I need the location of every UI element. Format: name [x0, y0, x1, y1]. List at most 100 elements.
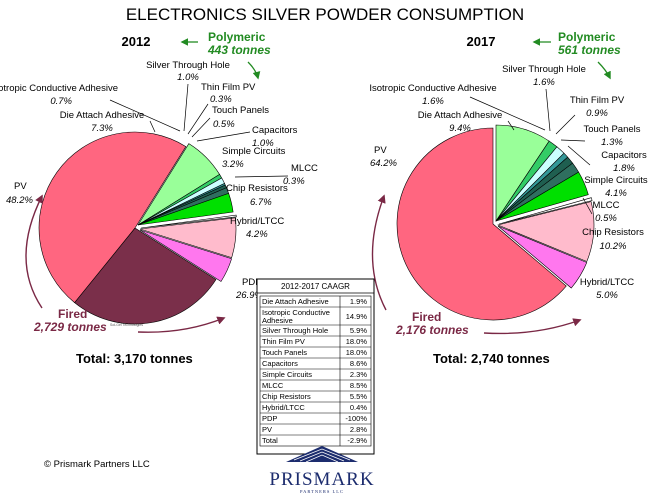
- caagr-table-grid: [259, 295, 372, 447]
- chart-title: ELECTRONICS SILVER POWDER CONSUMPTION: [126, 5, 524, 24]
- polymeric-amount-2012: 443 tonnes: [207, 43, 271, 57]
- slice-pct-2017-die-attach-adhesive: 9.4%: [449, 123, 471, 134]
- fired-arrow-right-2017: [483, 318, 582, 335]
- caagr-cell-name: Capacitors: [262, 359, 298, 368]
- caagr-row-total: Total -2.9%: [262, 436, 367, 445]
- slice-pct-2012-pdp: 26.9%: [235, 290, 263, 301]
- caagr-cell-name: MLCC: [262, 381, 284, 390]
- caagr-cell-value: 0.4%: [350, 403, 367, 412]
- slice-pct-2017-pv: 64.2%: [370, 158, 397, 169]
- slice-label-2017-silver-through-hole: Silver Through Hole: [502, 64, 586, 75]
- leader-line-2012-thin-film-pv: [187, 103, 209, 135]
- slice-pct-2012-silver-through-hole: 1.0%: [177, 72, 199, 83]
- logo-wordmark: PRISMARK: [269, 469, 374, 490]
- leader-line-2017-mlcc: [582, 197, 593, 215]
- pie-2017-labels: Die Attach Adhesive 9.4% Isotropic Conduct…: [369, 64, 648, 301]
- slice-label-2017-simple-circuits: Simple Circuits: [584, 175, 648, 186]
- pie-slice-2012-simple-circuits: [137, 192, 234, 226]
- pie-slice-2012-pv: [38, 131, 187, 304]
- slice-pct-2012-capacitors: 1.0%: [252, 138, 274, 149]
- caagr-row-die-attach-adhesive: Die Attach Adhesive 1.9%: [262, 297, 367, 306]
- fired-label-2012: Fired: [58, 307, 87, 321]
- leader-line-2012-mlcc: [234, 175, 289, 178]
- year-label-2017: 2017: [467, 34, 496, 49]
- caagr-cell-value: 8.6%: [350, 359, 367, 368]
- caagr-cell-name: PV: [262, 425, 272, 434]
- slice-label-2017-hybrid-ltcc: Hybrid/LTCC: [580, 277, 634, 288]
- slice-pct-2017-touch-panels: 1.3%: [601, 137, 623, 148]
- caagr-cell-name: Silver Through Hole: [262, 326, 328, 335]
- fired-arrow-right-2012: [137, 316, 226, 333]
- polymeric-arrow-down-2012: [247, 61, 261, 80]
- caagr-cell-name: Total: [262, 436, 278, 445]
- slice-label-2017-thin-film-pv: Thin Film PV: [570, 95, 625, 106]
- fired-label-2017: Fired: [412, 310, 441, 324]
- caagr-row-capacitors: Capacitors 8.6%: [262, 359, 367, 368]
- caagr-cell-value: 1.9%: [350, 297, 367, 306]
- caagr-cell-value: 2.8%: [350, 425, 367, 434]
- leader-line-2017-capacitors: [567, 145, 591, 166]
- slice-label-2017-chip-resistors: Chip Resistors: [582, 227, 644, 238]
- logo-subtext: PARTNERS LLC: [300, 489, 344, 494]
- fired-amount-2012: 2,729 tonnes: [33, 320, 107, 334]
- leader-line-2012-die-attach-adhesive: [149, 120, 156, 133]
- leader-line-2017-silver-through-hole: [545, 88, 551, 132]
- caagr-cell-value: 14.9%: [346, 312, 368, 321]
- slice-pct-2017-capacitors: 1.8%: [613, 163, 635, 174]
- slice-label-2012-touch-panels: Touch Panels: [212, 105, 269, 116]
- pie-slice-2012-chip-resistors: [139, 217, 237, 259]
- slice-pct-2012-simple-circuits: 3.2%: [222, 159, 244, 170]
- slice-pct-2012-chip-resistors: 6.7%: [250, 197, 272, 208]
- pie-2012: [38, 131, 237, 325]
- caagr-cell-value: 2.3%: [350, 370, 367, 379]
- caagr-cell-name-cont: Adhesive: [262, 316, 293, 325]
- slice-pct-2012-mlcc: 0.3%: [283, 176, 305, 187]
- slice-pct-2012-isotropic-conductive-adhesive: 0.7%: [50, 96, 72, 107]
- slice-pct-2012-hybrid-ltcc: 4.2%: [246, 229, 268, 240]
- caagr-cell-value: 5.9%: [350, 326, 367, 335]
- caagr-table: 2012-2017 CAAGR Die Attach Adhesive 1.9% Is…: [256, 278, 375, 455]
- slice-pct-2012-touch-panels: 0.5%: [213, 119, 235, 130]
- slice-label-2017-isotropic-conductive-adhesive: Isotropic Conductive Adhesive: [369, 83, 496, 94]
- pie-2012-labels: Die Attach Adhesive 7.3% Isotropic Conduct…: [0, 60, 318, 301]
- slice-pct-2017-silver-through-hole: 1.6%: [533, 77, 555, 88]
- leader-line-2012-touch-panels: [191, 117, 211, 138]
- leader-line-2012-capacitors: [196, 131, 251, 142]
- leader-line-2017-touch-panels: [560, 139, 586, 142]
- caagr-row-hybrid-ltcc: Hybrid/LTCC 0.4%: [262, 403, 367, 412]
- caagr-cell-name: Chip Resistors: [262, 392, 311, 401]
- logo-pyramid-icon: [286, 446, 358, 463]
- caagr-cell-name: Isotropic Conductive: [262, 308, 330, 317]
- polymeric-arrow-down-2017: [597, 61, 611, 80]
- slice-label-2017-die-attach-adhesive: Die Attach Adhesive: [418, 110, 503, 121]
- pie-2017: [396, 124, 595, 321]
- slice-label-2012-mlcc: MLCC: [291, 163, 318, 174]
- caagr-cell-name: PDP: [262, 414, 277, 423]
- leader-line-2017-isotropic-conductive-adhesive: [469, 96, 546, 131]
- caagr-row-pdp: PDP -100%: [262, 414, 367, 423]
- pie-slice-2017-pv: [396, 127, 567, 321]
- slice-label-2012-pv: PV: [14, 181, 27, 192]
- slice-label-2017-touch-panels: Touch Panels: [583, 124, 640, 135]
- chart-2012: 2012 Polymeric 443 tonnes Die Attach Adh…: [0, 30, 318, 366]
- slice-pct-2012-pv: 48.2%: [6, 195, 33, 206]
- slice-label-2012-simple-circuits: Simple Circuits: [222, 146, 286, 157]
- caagr-cell-value: 5.5%: [350, 392, 367, 401]
- caagr-row-silver-through-hole: Silver Through Hole 5.9%: [262, 326, 367, 335]
- pie-slice-2012-mlcc: [140, 214, 237, 229]
- caagr-cell-value: 8.5%: [350, 381, 367, 390]
- caagr-cell-name: Thin Film PV: [262, 337, 305, 346]
- caagr-table-frame: [256, 278, 375, 455]
- copyright-text: © Prismark Partners LLC: [44, 459, 150, 470]
- caagr-row-simple-circuits: Simple Circuits 2.3%: [262, 370, 367, 379]
- slice-pct-2017-simple-circuits: 4.1%: [605, 188, 627, 199]
- slice-label-2017-capacitors: Capacitors: [601, 150, 647, 161]
- caagr-cell-name: Die Attach Adhesive: [262, 297, 329, 306]
- watermark-2012: Sol-Gel Technologies: [110, 323, 143, 327]
- caagr-cell-value: 18.0%: [346, 337, 368, 346]
- slice-pct-2017-mlcc: 0.5%: [595, 213, 617, 224]
- year-label-2012: 2012: [122, 34, 151, 49]
- fired-arrow-up-2017: [371, 194, 387, 311]
